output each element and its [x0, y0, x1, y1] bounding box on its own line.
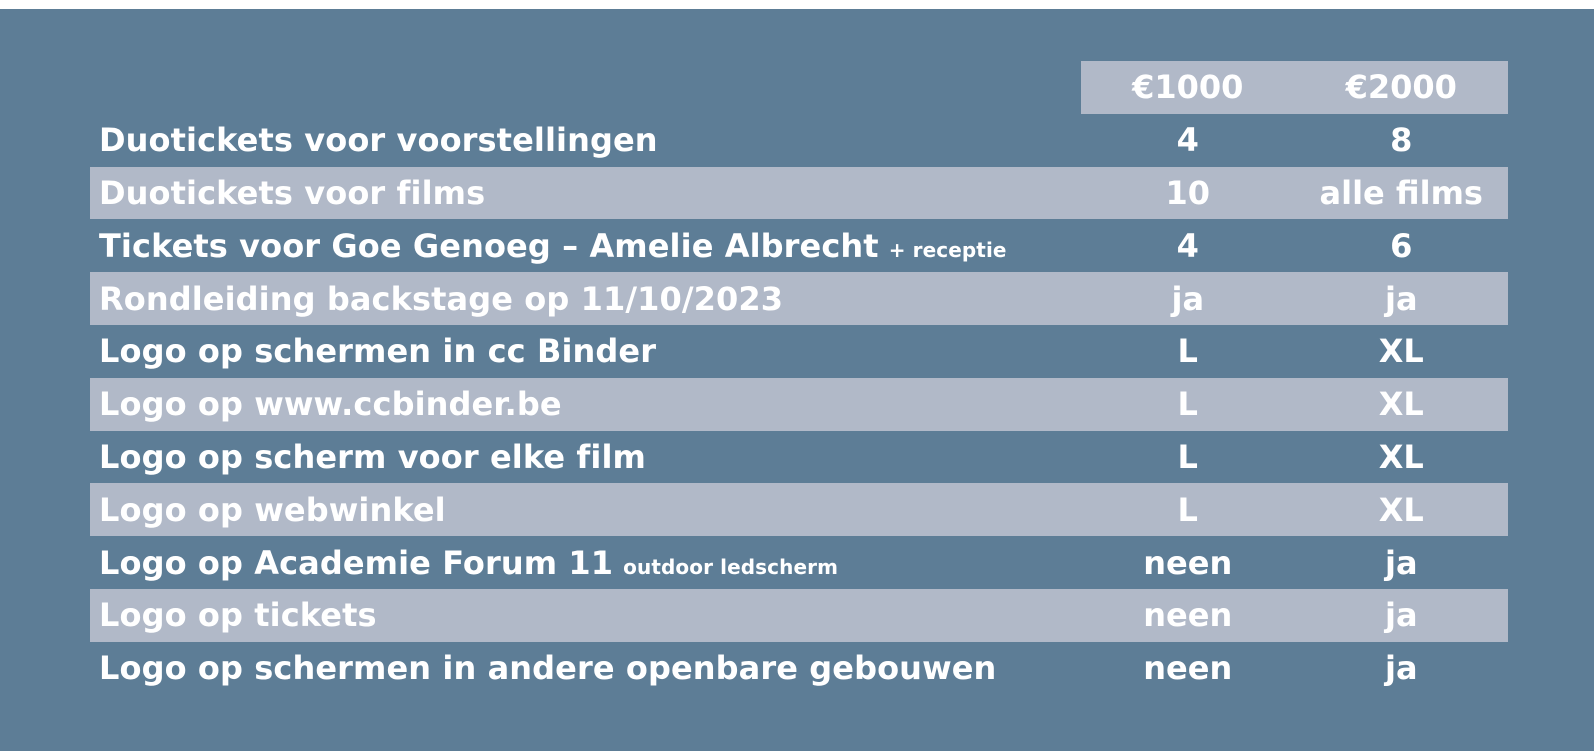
tier-1000-value: 4: [1176, 226, 1199, 265]
table-row: Logo op Academie Forum 11 outdoor ledsche…: [90, 536, 1508, 589]
table-row: Logo op webwinkel L XL: [90, 483, 1508, 537]
table-header: €1000 €2000: [90, 61, 1508, 114]
tier-2000-header: €2000: [1345, 68, 1457, 107]
tier-2000-value: XL: [1378, 332, 1424, 371]
row-label: Logo op webwinkel: [99, 483, 446, 536]
table-row: Duotickets voor voorstellingen 4 8: [90, 114, 1508, 167]
row-label: Duotickets voor films: [99, 167, 485, 220]
row-label-text: Logo op tickets: [99, 596, 377, 635]
tier-1000-value: L: [1177, 490, 1198, 529]
row-label: Logo op schermen in andere openbare gebo…: [99, 642, 996, 695]
tier-2000-value: XL: [1378, 385, 1424, 424]
tier-2000-value: 8: [1390, 121, 1413, 160]
row-label-text: Logo op scherm voor elke film: [99, 437, 646, 476]
row-label-text: Logo op schermen in cc Binder: [99, 332, 657, 371]
row-label-text: Duotickets voor films: [99, 173, 486, 212]
table-row: Duotickets voor films 10 alle films: [90, 166, 1508, 220]
table-row: Logo op schermen in andere openbare gebo…: [90, 642, 1508, 695]
row-label-text: Duotickets voor voorstellingen: [99, 121, 658, 160]
row-label: Tickets voor Goe Genoeg – Amelie Albrech…: [99, 219, 1007, 272]
tier-2000-value: 6: [1390, 226, 1413, 265]
tier-1000-value: ja: [1171, 279, 1205, 318]
tier-2000-value: ja: [1384, 596, 1418, 635]
row-label: Logo op Academie Forum 11 outdoor ledsche…: [99, 536, 838, 589]
table-row: Logo op schermen in cc Binder L XL: [90, 325, 1508, 378]
table-row: Logo op tickets neen ja: [90, 588, 1508, 642]
tier-1000-value: L: [1177, 332, 1198, 371]
sponsorship-table: €1000 €2000 Duotickets voor voorstelling…: [90, 61, 1508, 695]
tier-2000-value: ja: [1384, 649, 1418, 688]
row-label-text: Logo op www.ccbinder.be: [99, 385, 562, 424]
tier-2000-value: alle films: [1319, 173, 1483, 212]
tier-1000-value: neen: [1143, 543, 1233, 582]
row-label-text: Tickets voor Goe Genoeg – Amelie Albrech…: [99, 226, 879, 265]
tier-2000-value: ja: [1384, 279, 1418, 318]
tier-2000-value: XL: [1378, 490, 1424, 529]
row-label: Logo op schermen in cc Binder: [99, 325, 656, 378]
tier-1000-value: 4: [1176, 121, 1199, 160]
table-row: Rondleiding backstage op 11/10/2023 ja j…: [90, 272, 1508, 325]
sponsor-panel: €1000 €2000 Duotickets voor voorstelling…: [0, 9, 1594, 751]
row-label-text: Logo op schermen in andere openbare gebo…: [99, 649, 997, 688]
tier-1000-value: neen: [1143, 649, 1233, 688]
tier-1000-value: 10: [1165, 173, 1211, 212]
tier-1000-header: €1000: [1132, 68, 1244, 107]
row-label-text: Logo op webwinkel: [99, 490, 446, 529]
tier-1000-value: L: [1177, 385, 1198, 424]
tier-2000-value: XL: [1378, 437, 1424, 476]
tier-1000-value: L: [1177, 437, 1198, 476]
row-label: Rondleiding backstage op 11/10/2023: [99, 272, 783, 325]
row-label: Logo op www.ccbinder.be: [99, 378, 562, 431]
row-label: Duotickets voor voorstellingen: [99, 114, 658, 167]
table-row: Tickets voor Goe Genoeg – Amelie Albrech…: [90, 219, 1508, 272]
tier-header-band: €1000 €2000: [1081, 61, 1508, 114]
table-row: Logo op www.ccbinder.be L XL: [90, 377, 1508, 431]
row-label: Logo op tickets: [99, 589, 377, 642]
row-note: outdoor ledscherm: [623, 554, 839, 579]
tier-1000-value: neen: [1143, 596, 1233, 635]
row-label-text: Logo op Academie Forum 11: [99, 543, 614, 582]
table-row: Logo op scherm voor elke film L XL: [90, 431, 1508, 484]
row-label-text: Rondleiding backstage op 11/10/2023: [99, 279, 784, 318]
tier-2000-value: ja: [1384, 543, 1418, 582]
row-note: + receptie: [888, 237, 1007, 262]
row-label: Logo op scherm voor elke film: [99, 431, 646, 484]
